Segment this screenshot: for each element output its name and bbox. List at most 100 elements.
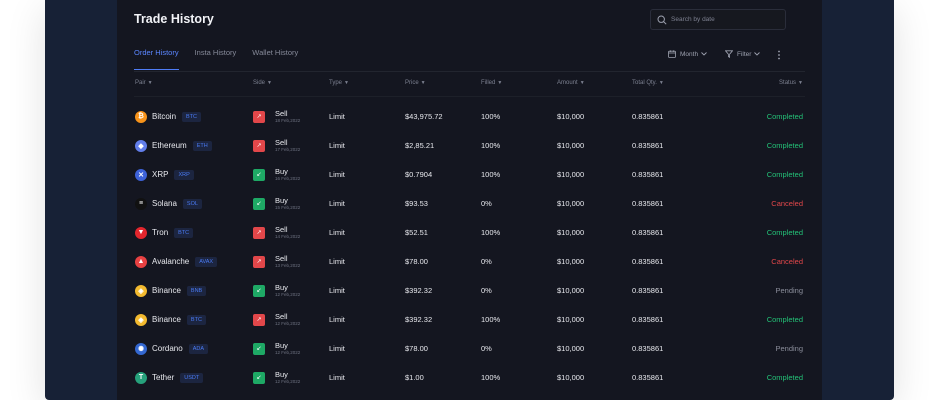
- table-row[interactable]: ≡ Solana SOL ↙ Buy 15 Feb,2022 Limit $93.53 0% $1…: [117, 189, 822, 218]
- coin-name: Binance: [152, 315, 181, 324]
- tab-insta-history[interactable]: Insta History: [194, 48, 237, 57]
- total-qty-cell: 0.835861: [632, 199, 664, 208]
- coin-name: Solana: [152, 199, 177, 208]
- tab-order-history[interactable]: Order History: [134, 48, 179, 70]
- total-qty-cell: 0.835861: [632, 344, 664, 353]
- pair-cell: ≡ Solana SOL: [135, 189, 202, 218]
- sell-arrow-icon: ↗: [253, 139, 265, 152]
- coin-name: Cordano: [152, 344, 183, 353]
- history-tabs: Order History Insta History Wallet Histo…: [134, 48, 314, 70]
- total-qty-cell: 0.835861: [632, 373, 664, 382]
- search-input[interactable]: [671, 16, 781, 23]
- filled-cell: 0%: [481, 286, 492, 295]
- column-header-total[interactable]: Total Qty. ▼: [632, 80, 664, 86]
- table-row[interactable]: ✕ XRP XRP ↙ Buy 16 Feb,2022 Limit $0.7904 100% $1…: [117, 160, 822, 189]
- pair-cell: ✺ Cordano ADA: [135, 334, 208, 363]
- total-qty-cell: 0.835861: [632, 141, 664, 150]
- side-cell: ↗ Sell 14 Feb,2022: [253, 218, 300, 247]
- pair-cell: ✕ XRP XRP: [135, 160, 194, 189]
- coin-icon: T: [135, 371, 147, 384]
- buy-arrow-icon: ↙: [253, 197, 265, 210]
- price-cell: $93.53: [405, 199, 428, 208]
- side-label: Sell: [275, 224, 288, 234]
- pair-cell: ▼ Tron BTC: [135, 218, 194, 247]
- coin-icon: ₿: [135, 110, 147, 123]
- column-header-status[interactable]: Status ▼: [779, 80, 803, 86]
- ticker-badge: ADA: [188, 343, 208, 354]
- sell-arrow-icon: ↗: [253, 313, 265, 326]
- ticker-badge: XRP: [174, 169, 194, 180]
- column-header-amount[interactable]: Amount ▼: [557, 80, 585, 86]
- side-label: Buy: [275, 369, 288, 379]
- search-box[interactable]: [650, 9, 786, 30]
- column-header-price[interactable]: Price ▼: [405, 80, 426, 86]
- side-label: Buy: [275, 166, 288, 176]
- status-badge: Completed: [766, 170, 803, 179]
- filled-cell: 0%: [481, 344, 492, 353]
- coin-name: XRP: [152, 170, 169, 179]
- tab-wallet-history[interactable]: Wallet History: [252, 48, 299, 57]
- coin-icon: ✕: [135, 168, 147, 181]
- ticker-badge: USDT: [180, 372, 204, 383]
- sell-arrow-icon: ↗: [253, 110, 265, 123]
- chevron-down-icon: [701, 52, 707, 56]
- order-date: 18 Feb,2022: [275, 118, 301, 123]
- side-cell: ↙ Buy 15 Feb,2022: [253, 189, 300, 218]
- total-qty-cell: 0.835861: [632, 315, 664, 324]
- table-row[interactable]: T Tether USDT ↙ Buy 12 Feb,2022 Limit $1.00 100%…: [117, 363, 822, 392]
- table-row[interactable]: ₿ Bitcoin BTC ↗ Sell 18 Feb,2022 Limit $43,975.…: [117, 102, 822, 131]
- coin-name: Binance: [152, 286, 181, 295]
- coin-icon: ◆: [135, 139, 147, 152]
- status-badge: Completed: [766, 112, 803, 121]
- filled-cell: 100%: [481, 373, 501, 382]
- amount-cell: $10,000: [557, 228, 585, 237]
- table-row[interactable]: ✺ Cordano ADA ↙ Buy 12 Feb,2022 Limit $78.00 0% $…: [117, 334, 822, 363]
- month-dropdown[interactable]: Month: [668, 50, 707, 58]
- coin-icon: ◈: [135, 313, 147, 326]
- table-row[interactable]: ◆ Ethereum ETH ↗ Sell 17 Feb,2022 Limit $2,85.2…: [117, 131, 822, 160]
- type-cell: Limit: [329, 344, 345, 353]
- filled-cell: 100%: [481, 315, 501, 324]
- chevron-down-icon: [754, 52, 761, 56]
- column-header-pair[interactable]: Pair ▼: [135, 80, 153, 86]
- coin-name: Tron: [152, 228, 169, 237]
- order-date: 12 Feb,2022: [275, 292, 301, 297]
- filled-cell: 100%: [481, 141, 501, 150]
- status-badge: Completed: [766, 141, 803, 150]
- pair-cell: ◆ Ethereum ETH: [135, 131, 212, 160]
- table-row[interactable]: ◈ Binance BTC ↗ Sell 12 Feb,2022 Limit $392.32 1…: [117, 305, 822, 334]
- pair-cell: ▲ Avalanche AVAX: [135, 247, 218, 276]
- column-header-filled[interactable]: Filled ▼: [481, 80, 503, 86]
- ticker-badge: BTC: [182, 111, 202, 122]
- status-badge: Pending: [775, 286, 803, 295]
- amount-cell: $10,000: [557, 141, 585, 150]
- filter-dropdown[interactable]: Filter: [725, 50, 761, 58]
- side-cell: ↗ Sell 17 Feb,2022: [253, 131, 300, 160]
- table-row[interactable]: ▲ Avalanche AVAX ↗ Sell 13 Feb,2022 Limit $78.0…: [117, 247, 822, 276]
- status-badge: Pending: [775, 344, 803, 353]
- table-row[interactable]: ◈ Binance BNB ↙ Buy 12 Feb,2022 Limit $392.32 0%…: [117, 276, 822, 305]
- sell-arrow-icon: ↗: [253, 255, 265, 268]
- price-cell: $2,85.21: [405, 141, 435, 150]
- calendar-icon: [668, 50, 676, 58]
- column-header-side[interactable]: Side ▼: [253, 80, 272, 86]
- filled-cell: 100%: [481, 170, 501, 179]
- side-label: Sell: [275, 253, 288, 263]
- status-badge: Completed: [766, 315, 803, 324]
- amount-cell: $10,000: [557, 344, 585, 353]
- total-qty-cell: 0.835861: [632, 170, 664, 179]
- page-title: Trade History: [134, 12, 214, 26]
- buy-arrow-icon: ↙: [253, 284, 265, 297]
- order-date: 13 Feb,2022: [275, 263, 301, 268]
- header-divider: [134, 96, 805, 97]
- tabs-divider: [134, 71, 805, 72]
- table-row[interactable]: ▼ Tron BTC ↗ Sell 14 Feb,2022 Limit $52.51 100% $…: [117, 218, 822, 247]
- ticker-badge: BNB: [186, 285, 207, 296]
- type-cell: Limit: [329, 286, 345, 295]
- side-cell: ↗ Sell 13 Feb,2022: [253, 247, 300, 276]
- ticker-badge: BTC: [174, 227, 194, 238]
- more-options-button[interactable]: [777, 50, 785, 60]
- side-label: Buy: [275, 195, 288, 205]
- column-header-type[interactable]: Type ▼: [329, 80, 349, 86]
- device-frame: Trade History Order History Insta Histor…: [45, 0, 894, 400]
